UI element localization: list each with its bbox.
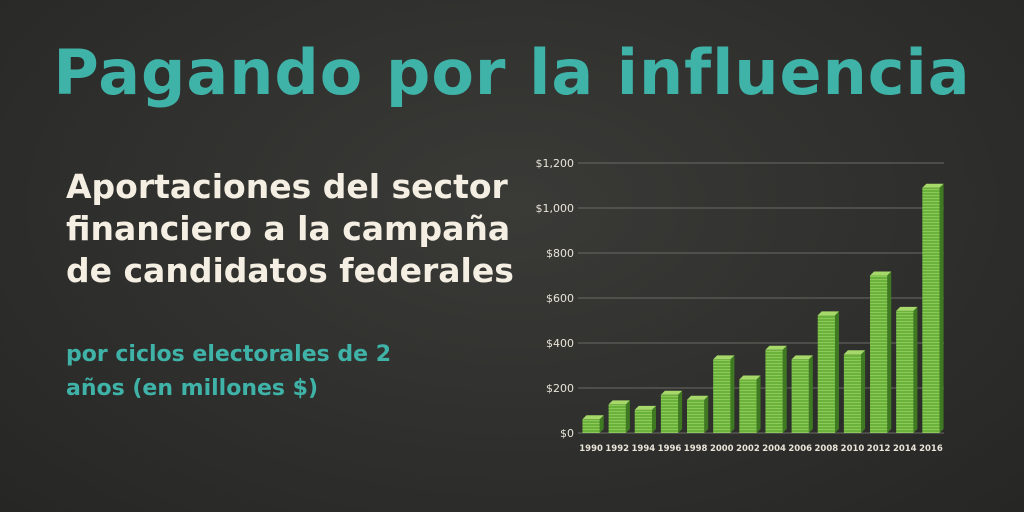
x-tick-label: 2008 [815, 444, 839, 454]
bar-side [730, 355, 734, 433]
bar-front [870, 276, 887, 434]
bar-side [887, 272, 891, 434]
chart-units-note: por ciclos electorales de 2 años (en mil… [66, 338, 446, 406]
bar-side [652, 406, 656, 433]
y-tick-label: $800 [546, 247, 574, 260]
bar [609, 400, 630, 433]
x-tick-label: 1990 [579, 444, 603, 454]
bar [844, 350, 865, 433]
bar-front [609, 404, 626, 433]
y-tick-label: $200 [546, 382, 574, 395]
y-tick-label: $1,000 [536, 202, 575, 215]
x-tick-label: 2004 [762, 444, 786, 454]
bars [582, 184, 943, 433]
bar-side [809, 355, 813, 433]
bar-side [757, 375, 761, 433]
x-axis-ticks: 1990 1992 1994 1996 1998 2000 2002 2004 2006 2008… [579, 444, 943, 454]
bar-front [687, 400, 704, 433]
bar [922, 184, 943, 433]
bar [765, 346, 786, 433]
bar [687, 396, 708, 433]
bar-front [896, 311, 913, 433]
bar-side [835, 311, 839, 433]
x-tick-label: 2012 [867, 444, 891, 454]
y-tick-label: $1,200 [536, 157, 575, 170]
x-tick-label: 1998 [684, 444, 708, 454]
bar [896, 307, 917, 433]
bar-front [922, 188, 939, 433]
bar-front [635, 410, 652, 433]
x-tick-label: 2014 [893, 444, 917, 454]
x-tick-label: 2016 [919, 444, 943, 454]
x-tick-label: 2002 [736, 444, 760, 454]
bar-side [783, 346, 787, 433]
bar-front [818, 315, 835, 433]
bar-side [940, 184, 944, 433]
bar [818, 311, 839, 433]
bar [870, 272, 891, 434]
x-tick-label: 1996 [658, 444, 682, 454]
bar-front [765, 350, 782, 433]
bar [739, 375, 760, 433]
bar-front [582, 419, 599, 433]
bar-side [861, 350, 865, 433]
page-title: Pagando por la influencia [0, 36, 1024, 109]
chart-subtitle: Aportaciones del sector financiero a la … [66, 166, 526, 292]
bar-front [792, 359, 809, 433]
x-tick-label: 1992 [605, 444, 629, 454]
y-tick-label: $0 [560, 427, 574, 440]
bar [635, 406, 656, 433]
bar-side [678, 391, 682, 433]
x-tick-label: 1994 [632, 444, 656, 454]
bar [713, 355, 734, 433]
bar-side [913, 307, 917, 433]
y-tick-label: $400 [546, 337, 574, 350]
x-tick-label: 2000 [710, 444, 734, 454]
x-tick-label: 2006 [788, 444, 812, 454]
bar-front [844, 354, 861, 433]
bar-chart: $0$200$400$600$800$1,000$1,200 1990 1992 1… [520, 145, 960, 465]
bar [582, 415, 603, 433]
y-axis-ticks: $0 $200 $400 $600 $800 $1,000 $1,200 [536, 157, 575, 440]
y-tick-label: $600 [546, 292, 574, 305]
bar [792, 355, 813, 433]
bar-front [739, 379, 756, 433]
bar-front [713, 359, 730, 433]
bar [661, 391, 682, 433]
bar-side [704, 396, 708, 433]
bar-front [661, 395, 678, 433]
x-tick-label: 2010 [841, 444, 865, 454]
bar-side [626, 400, 630, 433]
